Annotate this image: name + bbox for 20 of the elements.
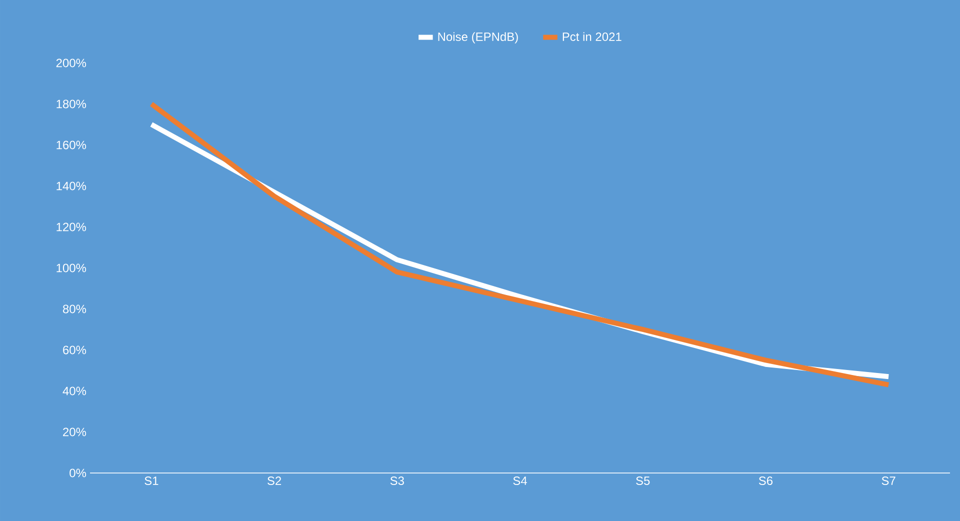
x-tick-label: S1 <box>144 476 158 486</box>
x-tick-label: S3 <box>390 476 404 486</box>
y-tick-label: 160% <box>56 140 86 150</box>
x-tick-label: S5 <box>636 476 650 486</box>
y-tick-label: 40% <box>62 386 86 396</box>
y-tick-label: 0% <box>70 468 86 478</box>
x-tick-label: S2 <box>268 476 282 486</box>
x-tick-label: S7 <box>882 476 896 486</box>
y-tick-label: 60% <box>63 346 86 354</box>
x-tick-label: S4 <box>513 476 527 486</box>
legend-label: Noise (EPNdB) <box>438 32 518 44</box>
x-tick-label: S6 <box>758 476 773 486</box>
legend-label: Pct in 2021 <box>562 32 622 42</box>
y-tick-label: 140% <box>56 182 86 190</box>
y-tick-label: 200% <box>56 58 86 68</box>
y-tick-label: 120% <box>56 222 86 232</box>
y-tick-label: 100% <box>56 264 86 272</box>
y-tick-label: 180% <box>56 100 86 108</box>
y-tick-label: 80% <box>62 304 86 314</box>
y-tick-label: 20% <box>63 428 86 436</box>
